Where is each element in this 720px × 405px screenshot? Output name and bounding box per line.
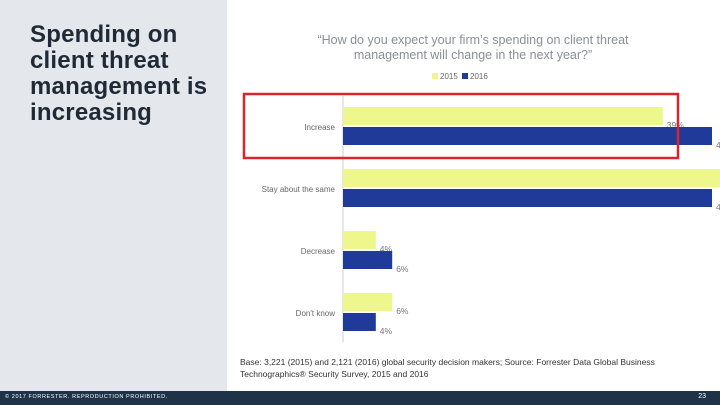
footer-bar: © 2017 FORRESTER. REPRODUCTION PROHIBITE… (0, 391, 720, 405)
legend-label: 2015 (440, 72, 458, 81)
data-label: 39% (667, 120, 684, 130)
bar (343, 231, 376, 249)
bar (343, 251, 393, 269)
base-note: Base: 3,221 (2015) and 2,121 (2016) glob… (240, 357, 655, 379)
data-label: 6% (396, 264, 409, 274)
category-label: Increase (304, 123, 335, 132)
bar (343, 107, 663, 125)
bar (343, 169, 720, 187)
category-label: Decrease (301, 247, 336, 256)
bar-chart: “How do you expect your firm’s spending … (242, 33, 720, 342)
data-label: 45% (716, 140, 720, 150)
data-label: 6% (396, 306, 409, 316)
bar (343, 313, 376, 331)
bar (343, 127, 712, 145)
copyright-text: © 2017 FORRESTER. REPRODUCTION PROHIBITE… (5, 394, 168, 400)
bar (343, 293, 393, 311)
title-panel: Spending on client threat management is … (0, 0, 227, 405)
page-number: 23 (698, 393, 706, 400)
chart-title: “How do you expect your firm’s spending … (317, 33, 629, 62)
data-label: 45% (716, 202, 720, 212)
chart-title-line: management will change in the next year?… (354, 48, 592, 62)
data-label: 4% (380, 244, 393, 254)
chart-title-line: “How do you expect your firm’s spending … (317, 33, 629, 47)
category-label: Don't know (296, 309, 336, 318)
legend-swatch (462, 73, 468, 79)
legend-swatch (432, 73, 438, 79)
bar (343, 189, 712, 207)
slide-title: Spending on client threat management is … (30, 21, 208, 126)
legend-label: 2016 (470, 72, 488, 81)
highlight-box (242, 92, 680, 160)
data-label: 4% (380, 326, 393, 336)
category-label: Stay about the same (262, 185, 336, 194)
